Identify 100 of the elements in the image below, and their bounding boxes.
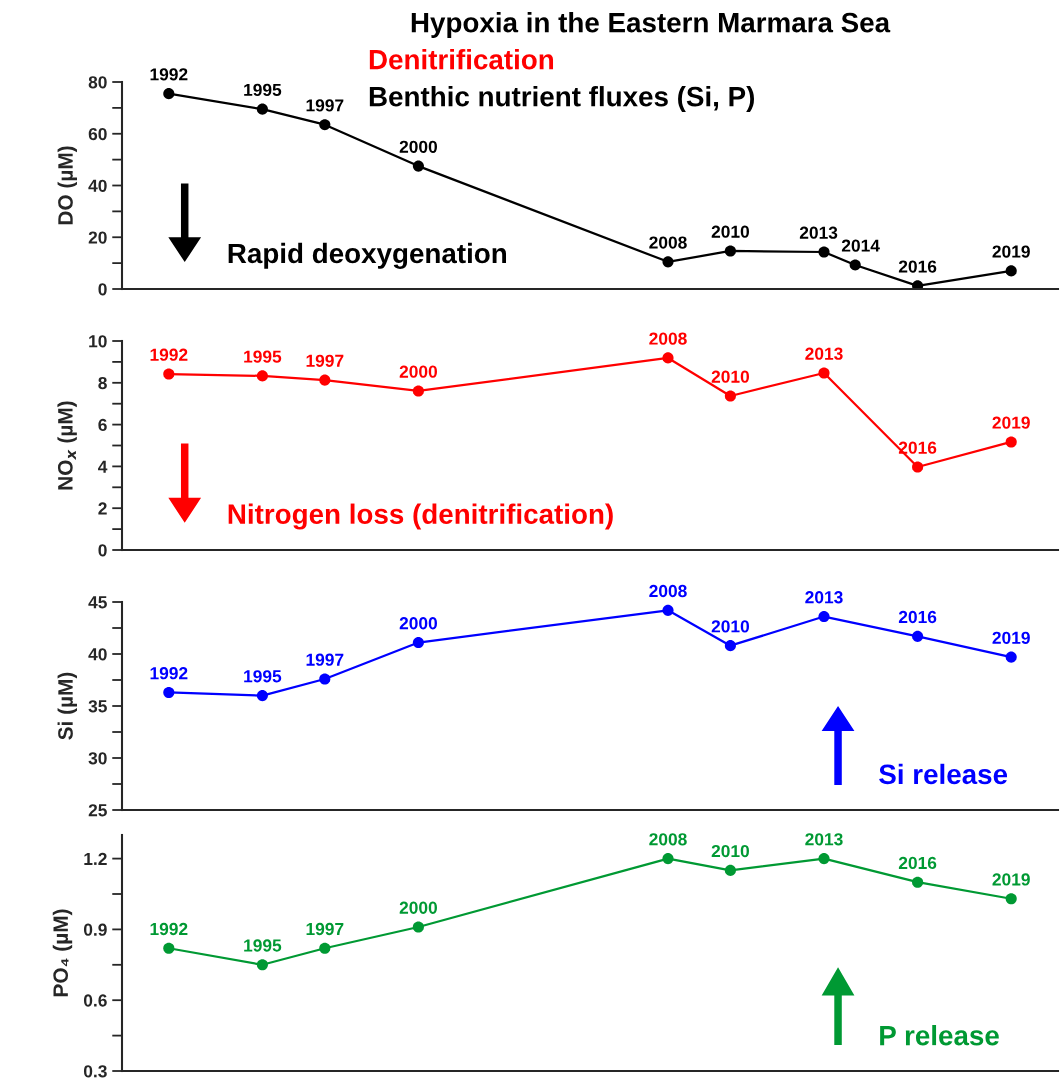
point — [163, 88, 175, 100]
point — [849, 259, 861, 271]
point — [412, 160, 424, 172]
annotation: 1992 — [150, 922, 188, 936]
annotation: Rapid deoxygenation — [228, 242, 507, 269]
y-tick-label: 4 — [98, 460, 108, 473]
y-tick-label: 0 — [98, 544, 107, 557]
annotation: 1992 — [150, 667, 188, 680]
point — [256, 103, 268, 115]
annotation: 2014 — [841, 239, 880, 252]
annotation: 2000 — [399, 365, 437, 378]
annotation: 2013 — [805, 591, 843, 604]
y-tick-label: 6 — [98, 418, 107, 432]
annotation: 1997 — [306, 653, 344, 666]
y-tick-label: 45 — [88, 596, 107, 609]
annotation: Si release — [879, 763, 1008, 785]
y-tick-label: 10 — [89, 335, 107, 348]
point — [662, 853, 674, 865]
chart-title: Hypoxia in the Eastern Marmara Sea — [411, 12, 891, 38]
point — [412, 637, 424, 649]
y-tick-label: 0.6 — [83, 994, 107, 1007]
annotation: 1992 — [150, 68, 188, 81]
annotation: P release — [880, 1025, 999, 1046]
point — [724, 864, 736, 876]
annotation: 2019 — [992, 245, 1030, 258]
annotation: 1997 — [306, 922, 344, 936]
y-tick-label: 30 — [88, 752, 107, 765]
point — [724, 245, 736, 257]
y-tick-label: 0.3 — [83, 1065, 107, 1078]
annotation: 2019 — [992, 416, 1030, 429]
annotation: 1995 — [244, 350, 282, 363]
annotation: 2008 — [649, 236, 687, 249]
annotation: 2016 — [898, 610, 937, 624]
y-tick-label: 1.2 — [84, 852, 107, 865]
annotation: 1997 — [306, 354, 344, 367]
annotation: 1995 — [244, 670, 282, 683]
y-axis-title: Si (µM) — [57, 672, 77, 740]
point — [1005, 265, 1017, 277]
annotation: 2019 — [992, 873, 1030, 886]
annotation: 2013 — [805, 347, 843, 360]
point — [818, 246, 830, 258]
y-axis-title: DO (µM) — [57, 146, 77, 225]
y-tick-label: 40 — [88, 179, 107, 192]
point — [256, 370, 268, 382]
point — [1005, 651, 1017, 663]
annotation: 2019 — [992, 631, 1030, 644]
annotation: 2008 — [649, 833, 687, 846]
point — [912, 876, 924, 888]
point — [662, 352, 674, 364]
point — [319, 673, 331, 685]
point — [256, 690, 268, 702]
y-tick-label: 0 — [98, 283, 107, 296]
annotation: 2010 — [711, 370, 749, 383]
point — [662, 604, 674, 616]
annotation: 1995 — [244, 83, 282, 97]
point — [163, 686, 175, 699]
point — [724, 640, 736, 652]
annotation: 2013 — [799, 226, 838, 239]
y-tick-label: 0.9 — [83, 923, 107, 936]
annotation: 2008 — [649, 332, 687, 345]
y-tick-label: 2 — [98, 502, 107, 515]
annotation: 2016 — [898, 260, 937, 273]
annotation: 2010 — [711, 225, 749, 238]
y-tick-label: 25 — [88, 804, 107, 817]
point — [818, 853, 830, 865]
annotation: 2016 — [898, 441, 937, 454]
y-tick-label: 60 — [88, 127, 107, 141]
point — [319, 119, 331, 131]
annotation: 2010 — [711, 620, 749, 633]
point — [319, 942, 331, 954]
point — [256, 959, 268, 971]
point — [319, 374, 331, 386]
point — [163, 942, 175, 954]
point — [1005, 893, 1017, 905]
y-tick-label: 40 — [88, 648, 107, 661]
point — [163, 368, 175, 380]
annotation: Nitrogen loss (denitrification) — [228, 503, 613, 530]
annotation: 2008 — [649, 584, 687, 598]
point — [662, 256, 674, 268]
annotation: 1997 — [306, 99, 344, 112]
y-axis-title: PO₄ (µM) — [52, 909, 73, 997]
point — [412, 921, 424, 933]
point — [724, 390, 736, 402]
point — [912, 280, 924, 289]
annotation: 2010 — [711, 844, 749, 858]
chart-subtitle: Denitrification Benthic nutrient fluxes (Si, P) — [369, 49, 754, 112]
point — [818, 611, 830, 623]
point — [412, 385, 424, 397]
annotation: 1992 — [150, 348, 188, 361]
y-tick-label: 80 — [88, 76, 107, 89]
point — [912, 461, 924, 473]
annotation: 2013 — [805, 833, 843, 846]
y-tick-label: 20 — [88, 231, 107, 244]
point — [818, 367, 830, 379]
annotation: 2000 — [399, 901, 437, 914]
y-axis-title: NO$_{x}$ (µM) — [57, 401, 77, 490]
point — [912, 630, 924, 642]
y-tick-label: 35 — [88, 700, 107, 713]
annotation: 2000 — [399, 140, 437, 153]
point — [1005, 436, 1017, 448]
